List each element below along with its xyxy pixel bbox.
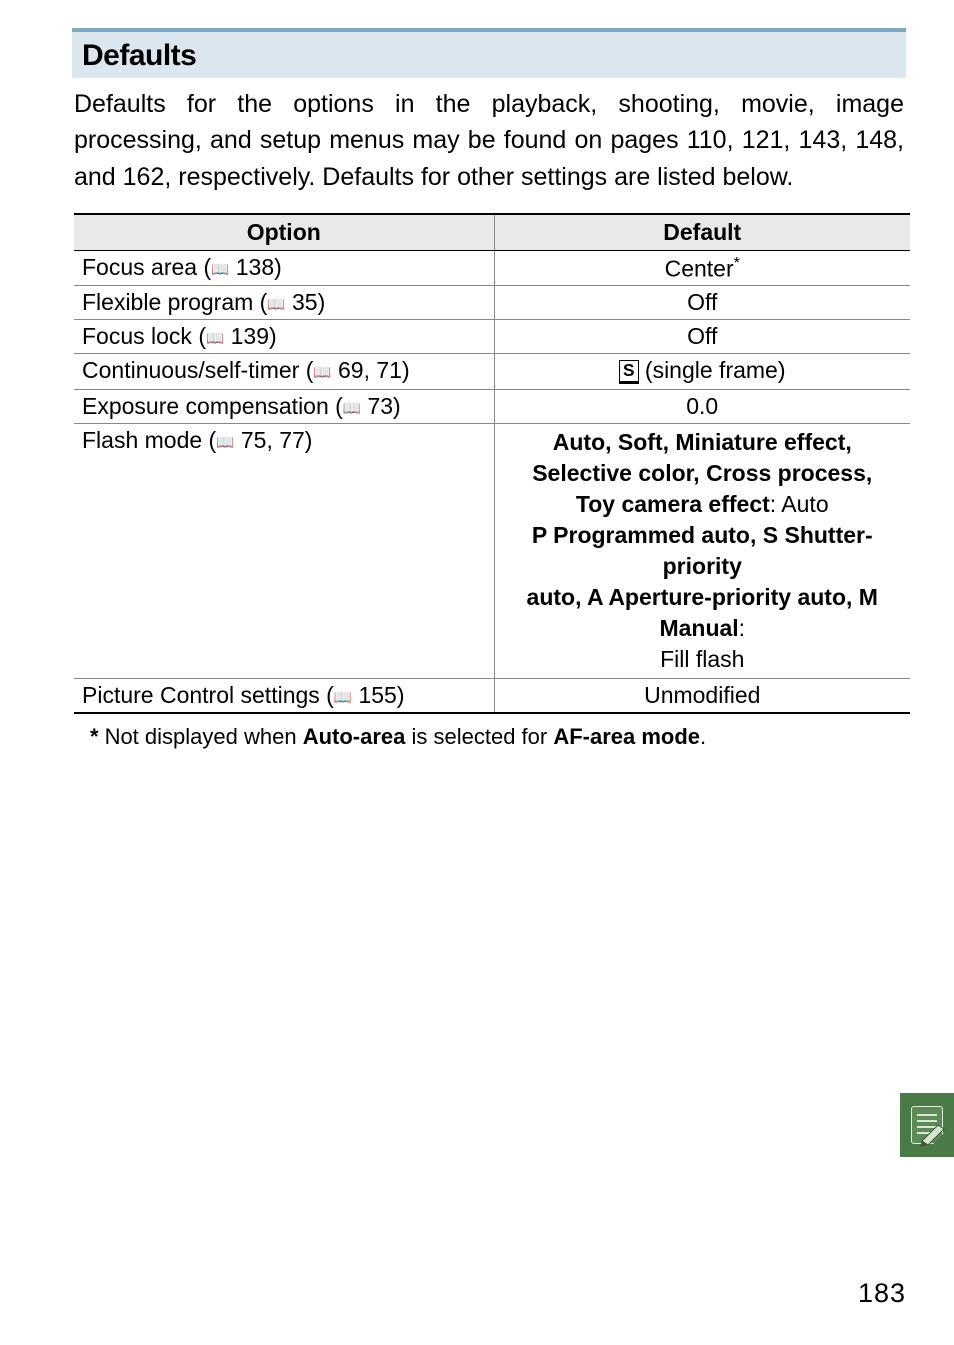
table-row: Exposure compensation ( 73) 0.0 bbox=[74, 389, 910, 423]
flash-line: Selective color, Cross process, bbox=[503, 458, 903, 489]
option-cell: Focus area ( 138) bbox=[74, 250, 494, 286]
option-text: 75, 77) bbox=[234, 427, 312, 453]
footnote-bold: AF-area mode bbox=[553, 724, 700, 749]
option-text: Flexible program ( bbox=[82, 289, 267, 315]
option-text: Flash mode ( bbox=[82, 427, 216, 453]
flash-line: Fill flash bbox=[503, 644, 903, 675]
default-cell: Unmodified bbox=[494, 679, 910, 714]
book-icon bbox=[216, 430, 234, 453]
flash-line: auto, A Aperture-priority auto, M Manual… bbox=[503, 582, 903, 644]
defaults-table: Option Default Focus area ( 138) Center*… bbox=[74, 213, 910, 714]
side-tab bbox=[900, 1093, 954, 1157]
option-text: Exposure compensation ( bbox=[82, 393, 343, 419]
default-text: (single frame) bbox=[639, 357, 786, 383]
option-text: 73) bbox=[361, 393, 401, 419]
book-icon bbox=[313, 360, 331, 383]
default-cell: Off bbox=[494, 286, 910, 320]
table-row: Picture Control settings ( 155) Unmodifi… bbox=[74, 679, 910, 714]
option-text: 69, 71) bbox=[332, 357, 410, 383]
option-text: 35) bbox=[286, 289, 326, 315]
option-cell: Flash mode ( 75, 77) bbox=[74, 423, 494, 678]
option-cell: Focus lock ( 139) bbox=[74, 320, 494, 354]
default-cell: Off bbox=[494, 320, 910, 354]
option-cell: Continuous/self-timer ( 69, 71) bbox=[74, 354, 494, 389]
book-icon bbox=[206, 326, 224, 349]
footnote-text: . bbox=[700, 724, 706, 749]
default-text: Center bbox=[665, 255, 734, 281]
book-icon bbox=[211, 257, 229, 280]
table-row: Continuous/self-timer ( 69, 71) S (singl… bbox=[74, 354, 910, 389]
option-text: Picture Control settings ( bbox=[82, 682, 334, 708]
single-frame-icon: S bbox=[619, 360, 639, 383]
table-row: Focus lock ( 139) Off bbox=[74, 320, 910, 354]
flash-plain: : Auto bbox=[770, 491, 829, 517]
book-icon bbox=[343, 396, 361, 419]
default-cell: S (single frame) bbox=[494, 354, 910, 389]
table-row: Flash mode ( 75, 77) Auto, Soft, Miniatu… bbox=[74, 423, 910, 678]
flash-bold: Toy camera effect bbox=[576, 491, 770, 517]
table-row: Flexible program ( 35) Off bbox=[74, 286, 910, 320]
book-icon bbox=[334, 685, 352, 708]
default-cell: Center* bbox=[494, 250, 910, 286]
option-text: 155) bbox=[352, 682, 404, 708]
col-option-header: Option bbox=[74, 214, 494, 251]
footnote-bold: Auto-area bbox=[303, 724, 406, 749]
flash-line: Auto, Soft, Miniature effect, bbox=[503, 427, 903, 458]
notes-icon bbox=[908, 1103, 946, 1147]
option-text: 138) bbox=[229, 254, 281, 280]
option-text: Continuous/self-timer ( bbox=[82, 357, 313, 383]
flash-plain: : bbox=[739, 615, 745, 641]
section-header: Defaults bbox=[72, 28, 906, 78]
option-text: 139) bbox=[224, 323, 276, 349]
default-cell: 0.0 bbox=[494, 389, 910, 423]
intro-paragraph: Defaults for the options in the playback… bbox=[74, 86, 904, 195]
flash-line: Toy camera effect: Auto bbox=[503, 489, 903, 520]
superscript: * bbox=[734, 254, 740, 272]
option-cell: Picture Control settings ( 155) bbox=[74, 679, 494, 714]
book-icon bbox=[267, 292, 285, 315]
default-cell: Auto, Soft, Miniature effect, Selective … bbox=[494, 423, 910, 678]
footnote-text: Not displayed when bbox=[105, 724, 303, 749]
col-default-header: Default bbox=[494, 214, 910, 251]
option-text: Focus lock ( bbox=[82, 323, 206, 349]
footnote-asterisk: * bbox=[90, 724, 99, 749]
table-row: Focus area ( 138) Center* bbox=[74, 250, 910, 286]
flash-bold: auto, A Aperture-priority auto, M Manual bbox=[527, 584, 878, 641]
option-cell: Exposure compensation ( 73) bbox=[74, 389, 494, 423]
option-cell: Flexible program ( 35) bbox=[74, 286, 494, 320]
footnote: *Not displayed when Auto-area is selecte… bbox=[90, 722, 904, 753]
footnote-text: is selected for bbox=[405, 724, 553, 749]
flash-line: P Programmed auto, S Shutter-priority bbox=[503, 520, 903, 582]
option-text: Focus area ( bbox=[82, 254, 211, 280]
page-number: 183 bbox=[858, 1278, 906, 1309]
